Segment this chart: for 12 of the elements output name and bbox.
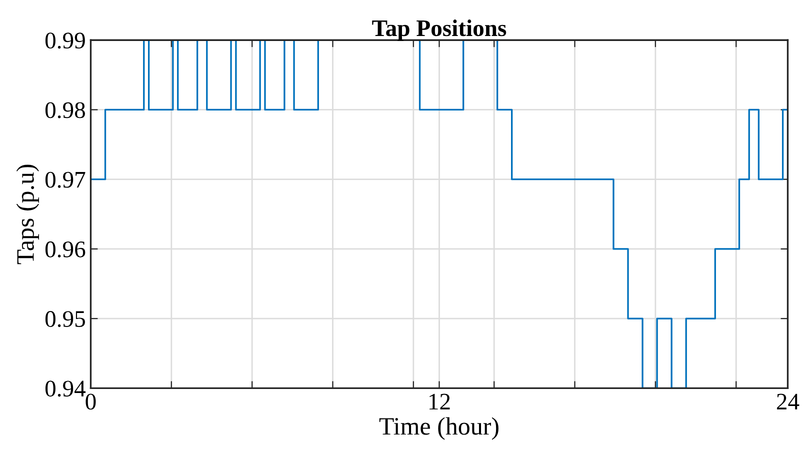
- y-tick-label: 0.97: [45, 172, 86, 188]
- y-axis-title: Taps (p.u): [16, 164, 40, 264]
- x-tick-label: 0: [86, 394, 96, 410]
- y-tick-label: 0.94: [45, 380, 86, 397]
- y-tick-label: 0.96: [45, 241, 86, 258]
- chart-title: Tap Positions: [372, 20, 506, 41]
- x-axis-title: Time (hour): [379, 417, 498, 440]
- y-tick-label: 0.99: [45, 32, 85, 49]
- x-tick-label: 24: [776, 394, 800, 410]
- y-tick-label: 0.98: [45, 102, 85, 118]
- x-tick-label: 12: [430, 394, 450, 410]
- y-tick-label: 0.95: [45, 311, 85, 328]
